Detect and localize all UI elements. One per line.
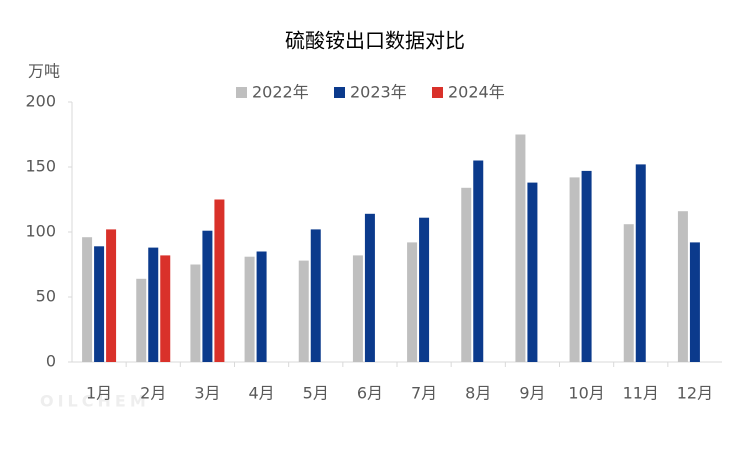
- bar: [298, 260, 309, 362]
- bar: [515, 134, 526, 362]
- bar: [310, 229, 321, 362]
- y-tick-label: 50: [36, 287, 56, 306]
- bar: [82, 237, 93, 362]
- x-tick-label: 10月: [568, 384, 604, 403]
- bar: [677, 211, 688, 362]
- y-tick-label: 0: [46, 352, 56, 371]
- bar: [94, 246, 105, 362]
- bar: [407, 242, 418, 362]
- y-tick-label: 100: [25, 222, 56, 241]
- y-tick-label: 200: [25, 92, 56, 111]
- bar: [689, 242, 700, 362]
- x-tick-label: 4月: [248, 384, 274, 403]
- legend-swatch: [334, 87, 345, 98]
- chart-title: 硫酸铵出口数据对比: [285, 29, 465, 53]
- bar: [527, 182, 538, 362]
- bar: [202, 230, 213, 362]
- x-tick-label: 7月: [411, 384, 437, 403]
- bar: [256, 251, 267, 362]
- bar: [190, 264, 201, 362]
- x-tick-label: 6月: [357, 384, 383, 403]
- x-tick-label: 8月: [465, 384, 491, 403]
- bar: [419, 217, 430, 362]
- bar: [160, 255, 171, 362]
- x-tick-label: 11月: [623, 384, 659, 403]
- legend-label: 2024年: [448, 83, 505, 102]
- x-tick-label: 3月: [194, 384, 220, 403]
- bar: [244, 256, 255, 362]
- y-tick-label: 150: [25, 157, 56, 176]
- bar: [214, 199, 225, 362]
- bar: [581, 170, 592, 362]
- legend-label: 2022年: [252, 83, 309, 102]
- x-tick-label: 2月: [140, 384, 166, 403]
- bar: [623, 224, 634, 362]
- bar: [461, 187, 472, 362]
- bar: [106, 229, 117, 362]
- bar: [148, 247, 159, 362]
- legend-swatch: [432, 87, 443, 98]
- bar: [364, 213, 375, 362]
- y-axis-label: 万吨: [28, 62, 60, 81]
- x-tick-label: 1月: [86, 384, 112, 403]
- legend-swatch: [236, 87, 247, 98]
- watermark: OILCHEM: [40, 392, 150, 411]
- bar: [473, 160, 484, 362]
- legend-label: 2023年: [350, 83, 407, 102]
- x-tick-label: 12月: [677, 384, 713, 403]
- bar: [569, 177, 580, 362]
- x-tick-label: 9月: [519, 384, 545, 403]
- x-tick-label: 5月: [303, 384, 329, 403]
- bar: [136, 278, 147, 362]
- bar: [352, 255, 363, 362]
- bar: [635, 164, 646, 362]
